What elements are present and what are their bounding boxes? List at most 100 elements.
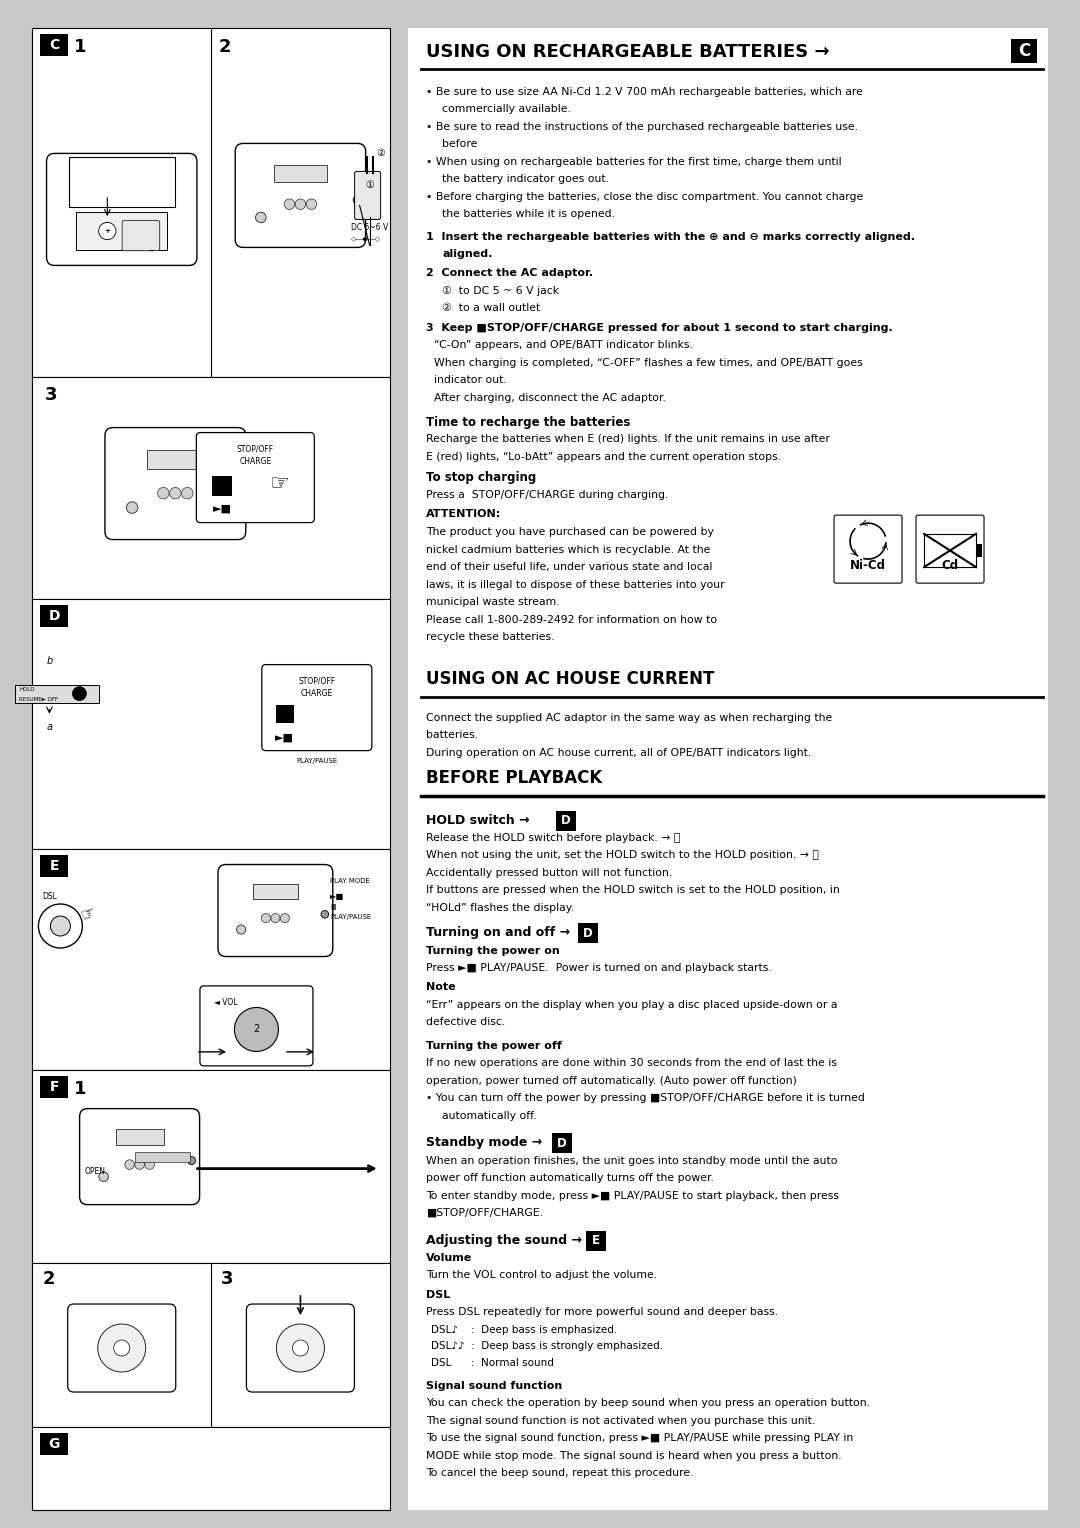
Bar [924, 533, 976, 567]
Text: 3  Keep ■STOP/OFF/CHARGE pressed for about 1 second to start charging.: 3 Keep ■STOP/OFF/CHARGE pressed for abou… [426, 322, 893, 333]
Circle shape [295, 199, 306, 209]
Bar [32, 28, 390, 377]
Circle shape [113, 1340, 130, 1355]
Text: HOLD switch →: HOLD switch → [426, 813, 534, 827]
Text: Please call 1-800-289-2492 for information on how to: Please call 1-800-289-2492 for informati… [426, 614, 717, 625]
Text: before: before [442, 139, 477, 150]
Text: ►■: ►■ [275, 732, 295, 743]
Text: 3: 3 [221, 1270, 233, 1288]
Bar [976, 544, 982, 558]
Text: E: E [50, 859, 59, 872]
Circle shape [256, 212, 266, 223]
Text: Press a  STOP/OFF/CHARGE during charging.: Press a STOP/OFF/CHARGE during charging. [426, 489, 669, 500]
Text: PLAY MODE: PLAY MODE [330, 877, 370, 883]
Text: −: − [78, 246, 84, 255]
Text: a: a [46, 721, 53, 732]
Bar [408, 28, 1048, 1510]
Text: Accidentally pressed button will not function.: Accidentally pressed button will not fun… [426, 868, 672, 879]
Text: laws, it is illegal to dispose of these batteries into your: laws, it is illegal to dispose of these … [426, 579, 725, 590]
Text: DC 5~6 V: DC 5~6 V [351, 223, 388, 232]
FancyBboxPatch shape [200, 986, 313, 1067]
FancyBboxPatch shape [246, 1303, 354, 1392]
Bar [135, 1152, 190, 1161]
Circle shape [237, 924, 246, 934]
FancyBboxPatch shape [916, 515, 984, 584]
Text: CHARGE: CHARGE [239, 457, 271, 466]
Circle shape [98, 223, 116, 240]
Text: Recharge the batteries when E (red) lights. If the unit remains in use after: Recharge the batteries when E (red) ligh… [426, 434, 829, 445]
FancyBboxPatch shape [46, 153, 197, 266]
Text: To enter standby mode, press ►■ PLAY/PAUSE to start playback, then press: To enter standby mode, press ►■ PLAY/PAU… [426, 1190, 839, 1201]
Text: • Be sure to read the instructions of the purchased rechargeable batteries use.: • Be sure to read the instructions of th… [426, 122, 858, 131]
Text: DSL      :  Normal sound: DSL : Normal sound [431, 1358, 554, 1368]
Text: Ni-Cd: Ni-Cd [850, 559, 886, 571]
Text: Turning the power off: Turning the power off [426, 1041, 562, 1051]
Text: E (red) lights, “Lo-bAtt” appears and the current operation stops.: E (red) lights, “Lo-bAtt” appears and th… [426, 452, 781, 461]
Text: PLAY/PAUSE: PLAY/PAUSE [330, 914, 372, 920]
Text: Turning the power on: Turning the power on [426, 946, 559, 955]
Text: Volume: Volume [426, 1253, 472, 1262]
Text: Cd: Cd [942, 559, 959, 571]
Text: BEFORE PLAYBACK: BEFORE PLAYBACK [426, 769, 603, 787]
Bar [147, 449, 204, 469]
Text: 2: 2 [42, 1270, 55, 1288]
Text: “HOLd” flashes the display.: “HOLd” flashes the display. [426, 903, 575, 912]
Text: • You can turn off the power by pressing ■STOP/OFF/CHARGE before it is turned: • You can turn off the power by pressing… [426, 1094, 865, 1103]
Bar [213, 475, 232, 495]
Text: Time to recharge the batteries: Time to recharge the batteries [426, 416, 631, 429]
FancyBboxPatch shape [197, 432, 314, 523]
Circle shape [284, 199, 295, 209]
Text: ►■: ►■ [330, 892, 345, 902]
Text: C: C [50, 38, 59, 52]
Circle shape [98, 1172, 108, 1181]
FancyBboxPatch shape [68, 1303, 176, 1392]
Text: b: b [46, 656, 53, 666]
Text: USING ON RECHARGEABLE BATTERIES →: USING ON RECHARGEABLE BATTERIES → [426, 43, 829, 61]
Text: ②: ② [376, 148, 384, 159]
Circle shape [158, 487, 170, 500]
Text: Adjusting the sound →: Adjusting the sound → [426, 1233, 586, 1247]
Text: ①  to DC 5 ~ 6 V jack: ① to DC 5 ~ 6 V jack [442, 286, 559, 296]
Text: 1: 1 [75, 1080, 86, 1099]
Bar [32, 848, 390, 1070]
Text: STOP/OFF: STOP/OFF [298, 677, 336, 686]
Bar [32, 1427, 390, 1510]
Bar [275, 706, 294, 723]
Text: Release the HOLD switch before playback. → ⓐ: Release the HOLD switch before playback.… [426, 833, 680, 843]
Bar [32, 599, 390, 848]
Bar [76, 212, 167, 251]
Text: F: F [50, 1080, 59, 1094]
Text: STOP/OFF: STOP/OFF [237, 445, 274, 454]
Text: ǁǁ: ǁǁ [330, 903, 337, 909]
Text: indicator out.: indicator out. [434, 374, 507, 385]
FancyBboxPatch shape [261, 665, 372, 750]
Text: When not using the unit, set the HOLD switch to the HOLD position. → ⓑ: When not using the unit, set the HOLD sw… [426, 851, 819, 860]
Text: DSL: DSL [426, 1290, 450, 1300]
Circle shape [145, 1160, 154, 1169]
Text: ①: ① [365, 180, 374, 191]
Circle shape [276, 1325, 324, 1372]
Text: municipal waste stream.: municipal waste stream. [426, 597, 559, 607]
Circle shape [234, 1007, 279, 1051]
Circle shape [135, 1160, 145, 1169]
Text: nickel cadmium batteries which is recyclable. At the: nickel cadmium batteries which is recycl… [426, 544, 711, 555]
Text: 2: 2 [254, 1024, 259, 1034]
Text: Turn the VOL control to adjust the volume.: Turn the VOL control to adjust the volum… [426, 1270, 657, 1280]
Text: D: D [49, 608, 60, 623]
Text: After charging, disconnect the AC adaptor.: After charging, disconnect the AC adapto… [434, 393, 666, 402]
Text: D: D [583, 927, 593, 940]
Circle shape [321, 911, 328, 918]
Circle shape [271, 914, 280, 923]
FancyBboxPatch shape [105, 428, 246, 539]
Text: PLAY/PAUSE: PLAY/PAUSE [296, 758, 337, 764]
Text: 1: 1 [75, 38, 86, 55]
Bar [32, 1070, 390, 1262]
Text: CHARGE: CHARGE [300, 689, 333, 698]
Text: end of their useful life, under various state and local: end of their useful life, under various … [426, 562, 713, 571]
Text: • Be sure to use size AA Ni-Cd 1.2 V 700 mAh rechargeable batteries, which are: • Be sure to use size AA Ni-Cd 1.2 V 700… [426, 87, 863, 96]
Text: C: C [1017, 41, 1030, 60]
Bar [32, 1262, 390, 1427]
Text: ☞: ☞ [270, 474, 289, 494]
FancyBboxPatch shape [235, 144, 366, 248]
FancyBboxPatch shape [354, 171, 380, 220]
